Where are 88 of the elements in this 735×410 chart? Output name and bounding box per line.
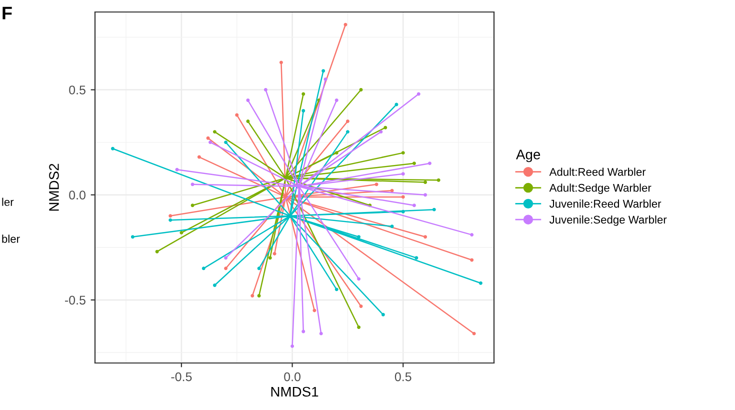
point: [424, 235, 428, 239]
point: [359, 88, 363, 92]
point: [401, 210, 405, 214]
point: [424, 180, 428, 184]
point: [324, 78, 328, 81]
point: [334, 98, 338, 102]
point: [212, 283, 216, 287]
point: [436, 178, 440, 182]
point: [401, 151, 405, 155]
point: [302, 330, 306, 334]
text: ler: [2, 198, 14, 206]
point: [202, 266, 206, 270]
point: [110, 146, 114, 150]
point: [359, 304, 363, 308]
point: [257, 294, 261, 298]
point: [197, 155, 201, 159]
point: [401, 172, 405, 176]
point: [478, 281, 482, 285]
text: F: [2, 6, 12, 20]
point: [246, 120, 250, 124]
point: [180, 230, 184, 234]
point: [264, 88, 268, 92]
point: [312, 308, 316, 312]
point: [319, 332, 323, 336]
point: [224, 140, 228, 144]
point: [357, 235, 361, 239]
point: [302, 109, 306, 113]
legend-label: Juvenile:Sedge Warbler: [549, 215, 667, 226]
point: [290, 344, 294, 348]
point: [168, 218, 172, 222]
point: [246, 98, 250, 102]
point: [381, 312, 385, 316]
point: [401, 195, 405, 199]
point: [346, 130, 350, 134]
legend-label: Adult:Sedge Warbler: [549, 184, 652, 194]
legend-title: Age: [516, 150, 540, 162]
point: [206, 136, 210, 140]
point: [472, 332, 476, 336]
point: [155, 250, 159, 254]
point: [357, 326, 361, 330]
point: [334, 151, 338, 155]
legend-label: Adult:Reed Warbler: [549, 168, 646, 176]
point: [212, 130, 216, 134]
text: bler: [2, 234, 20, 243]
y-tick-label: 0.0: [69, 190, 86, 200]
point: [346, 120, 350, 124]
point: [344, 22, 348, 26]
legend-label: Juvenile:Reed Warbler: [549, 200, 662, 208]
point: [394, 102, 398, 106]
point: [428, 162, 432, 166]
x-tick-label: -0.5: [171, 372, 192, 382]
point: [175, 168, 179, 172]
point: [414, 256, 418, 260]
x-tick-label: 0.5: [394, 372, 412, 382]
point: [412, 162, 416, 166]
point: [470, 258, 474, 262]
point: [322, 69, 326, 73]
point: [390, 224, 394, 228]
point: [432, 208, 436, 212]
point: [224, 256, 228, 260]
point: [130, 235, 134, 239]
point: [208, 140, 212, 144]
point: [250, 294, 254, 298]
point: [412, 204, 416, 208]
point: [416, 92, 420, 96]
point: [224, 266, 228, 270]
point: [357, 277, 361, 281]
point: [302, 92, 306, 96]
point: [334, 288, 338, 292]
point: [190, 182, 194, 186]
point: [272, 252, 276, 256]
point: [470, 233, 474, 237]
point: [168, 214, 172, 218]
y-tick-label: 0.5: [69, 86, 86, 94]
point: [257, 266, 261, 270]
y-axis-title: NMDS2: [49, 164, 59, 211]
y-tick-label: -0.5: [64, 296, 86, 305]
x-axis-title: NMDS1: [271, 386, 318, 397]
point: [374, 182, 378, 186]
point: [268, 256, 272, 260]
point: [235, 113, 239, 117]
point: [384, 126, 388, 130]
point: [390, 188, 394, 192]
point: [424, 193, 428, 197]
point: [190, 204, 194, 208]
x-tick-label: 0.0: [284, 372, 300, 382]
point: [379, 130, 383, 134]
point: [279, 60, 283, 64]
